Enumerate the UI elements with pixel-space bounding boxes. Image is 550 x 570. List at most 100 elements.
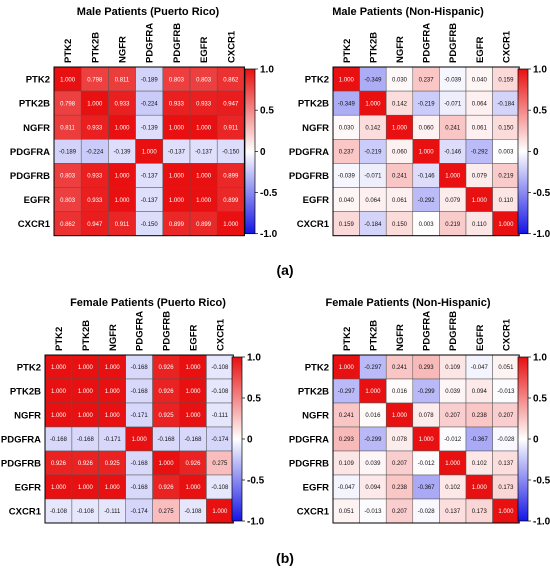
heatmap-cell-value: -0.189 xyxy=(141,77,159,83)
row-label: CXCR1 xyxy=(297,219,330,230)
heatmap-cell-value: 0.798 xyxy=(87,77,103,83)
colorbar-tick-label: 1.0 xyxy=(533,353,547,364)
heatmap-cell xyxy=(465,378,493,404)
heatmap-cell-value: -0.137 xyxy=(195,150,213,156)
heatmap-cell-value: -0.012 xyxy=(418,461,436,467)
heatmap-cell-value: 0.237 xyxy=(339,150,355,156)
heatmap-cell xyxy=(359,450,387,476)
heatmap-cell xyxy=(492,354,520,380)
row-label: PTK2B xyxy=(298,387,329,398)
heatmap-cell-value: 1.000 xyxy=(51,365,67,371)
heatmap-cell xyxy=(385,354,414,380)
heatmap-cell xyxy=(108,211,136,236)
heatmap-cell xyxy=(412,211,440,236)
heatmap-cell-value: 1.000 xyxy=(472,485,488,491)
heatmap-cell-value: 1.000 xyxy=(105,413,121,419)
heatmap-cell xyxy=(179,474,207,500)
column-label: CXCR1 xyxy=(226,30,237,63)
row-label: CXCR1 xyxy=(9,507,42,518)
heatmap-cell-value: 0.241 xyxy=(445,125,461,131)
colorbar-tick-label: -1.0 xyxy=(533,229,550,240)
row-label: EGFR xyxy=(303,195,330,206)
heatmap-cell xyxy=(71,426,100,452)
column-label: PTK2 xyxy=(54,327,65,351)
heatmap-cell xyxy=(206,450,234,476)
heatmap-cell-value: 0.811 xyxy=(115,77,130,83)
heatmap-cell xyxy=(412,354,440,380)
heatmap-cell xyxy=(385,114,414,140)
row-label: NGFR xyxy=(23,123,50,134)
heatmap-cell-value: -0.219 xyxy=(418,101,436,107)
heatmap-cell xyxy=(189,66,218,92)
heatmap-cell-value: 1.000 xyxy=(78,413,94,419)
heatmap-cell xyxy=(439,211,467,236)
heatmap-cell xyxy=(465,354,493,380)
heatmap-cell-value: 0.241 xyxy=(392,174,408,180)
heatmap-cell xyxy=(465,211,493,236)
heatmap-cell-value: -0.111 xyxy=(104,509,121,515)
heatmap-cell xyxy=(465,90,493,116)
column-label: PTK2 xyxy=(342,327,353,351)
heatmap-cell xyxy=(206,474,234,500)
heatmap-cell-value: 0.293 xyxy=(339,437,355,443)
row-label: PDGFRA xyxy=(1,435,41,446)
heatmap-cell xyxy=(359,114,387,140)
heatmap-cell xyxy=(359,187,387,212)
heatmap-cell-value: 0.933 xyxy=(87,174,103,180)
heatmap-cell xyxy=(179,426,207,452)
heatmap-cell-value: 0.803 xyxy=(196,77,212,83)
heatmap-cell xyxy=(359,426,387,452)
column-label: EGFR xyxy=(475,36,486,63)
column-label: PDGFRB xyxy=(448,311,459,351)
heatmap-cell xyxy=(216,211,245,236)
heatmap-cell xyxy=(80,139,109,164)
heatmap-cell xyxy=(53,187,82,212)
colorbar-tick-label: 0 xyxy=(533,147,539,158)
row-label: EGFR xyxy=(15,483,42,494)
heatmap-cell xyxy=(385,450,414,476)
heatmap-cell xyxy=(179,378,207,404)
column-label: EGFR xyxy=(188,324,199,351)
heatmap-cell-value: -0.297 xyxy=(338,389,356,395)
heatmap-cell-value: 1.000 xyxy=(185,413,201,419)
heatmap-cell-value: 0.137 xyxy=(498,461,514,467)
heatmap-cell-value: -0.150 xyxy=(222,150,240,156)
heatmap-cell-value: 0.219 xyxy=(445,222,461,228)
column-label: PTK2 xyxy=(342,39,353,63)
heatmap-cell-value: -0.168 xyxy=(131,485,149,491)
heatmap-cell-value: 1.000 xyxy=(392,413,408,419)
colorbar-tick-label: 0.5 xyxy=(533,106,547,117)
heatmap-cell-value: 1.000 xyxy=(185,485,201,491)
heatmap-cell xyxy=(492,139,520,164)
heatmap-cell-value: -0.367 xyxy=(471,437,489,443)
heatmap-cell xyxy=(135,211,164,236)
heatmap-cell xyxy=(179,402,207,428)
heatmap-cell-value: 1.000 xyxy=(114,174,130,180)
column-label: NGFR xyxy=(118,36,129,63)
heatmap-cell-value: 0.102 xyxy=(472,461,488,467)
heatmap-cell xyxy=(216,187,245,212)
heatmap-cell xyxy=(98,378,126,404)
row-label: EGFR xyxy=(24,195,51,206)
heatmap-cell-value: 0.926 xyxy=(185,461,201,467)
heatmap-cell xyxy=(385,66,414,92)
heatmap-cell-value: 1.000 xyxy=(339,77,355,83)
heatmap-cell-value: 0.039 xyxy=(365,461,381,467)
colorbar-tick-label: -0.5 xyxy=(533,476,550,487)
heatmap-cell-value: 1.000 xyxy=(78,485,94,491)
heatmap-cell xyxy=(108,114,136,140)
row-label: PTK2B xyxy=(19,99,50,110)
heatmap-cell-value: 1.000 xyxy=(169,125,185,131)
heatmap-cell-value: 0.094 xyxy=(472,389,488,395)
column-label: CXCR1 xyxy=(501,318,512,351)
heatmap-cell-value: 0.933 xyxy=(114,101,130,107)
heatmap-cell-value: -0.039 xyxy=(338,174,356,180)
column-label: PDGFRB xyxy=(162,311,173,351)
heatmap-cell-value: 1.000 xyxy=(114,125,130,131)
heatmap-cell-value: 0.926 xyxy=(159,485,175,491)
heatmap-male-non-hispanic: 1.000 -0.349 0.030 0.237 -0.039 0.040 0.159 -0.… xyxy=(289,23,550,240)
heatmap-cell-value: -0.108 xyxy=(211,485,229,491)
heatmap-cell-value: -0.297 xyxy=(364,365,382,371)
heatmap-cell xyxy=(189,211,218,236)
